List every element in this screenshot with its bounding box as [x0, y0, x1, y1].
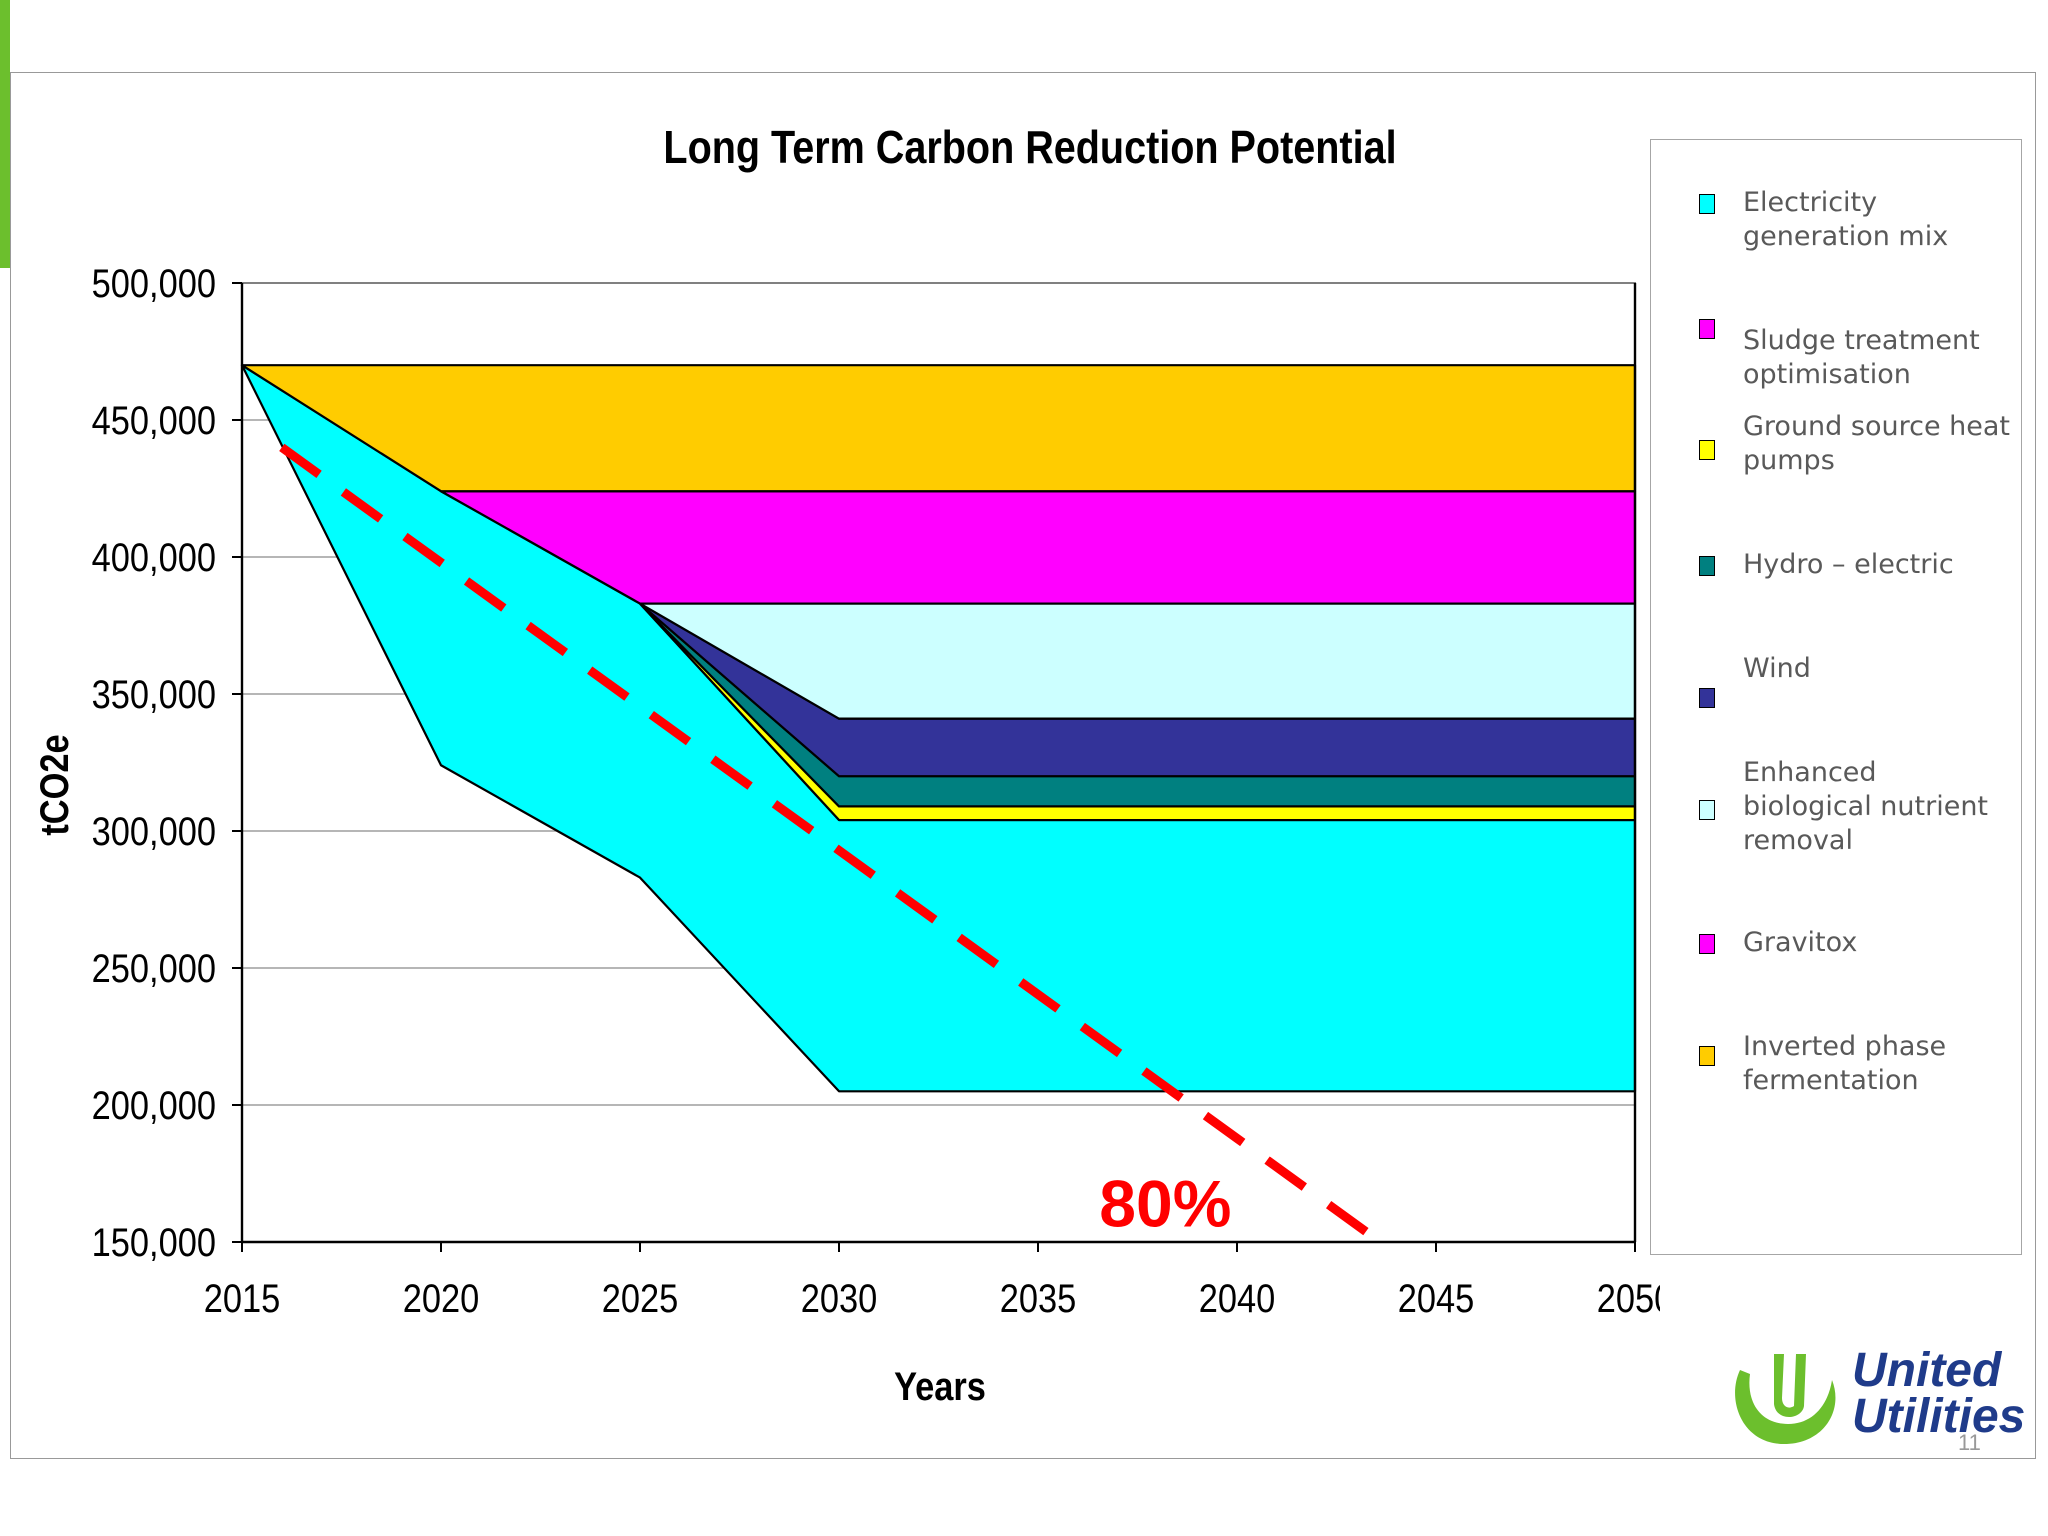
y-tick-label: 150,000 — [92, 1220, 216, 1265]
x-tick-label: 2040 — [1199, 1276, 1276, 1321]
page-number: 11 — [1958, 1430, 1981, 1455]
chart-areas — [240, 364, 1637, 1093]
chart-title: Long Term Carbon Reduction Potential — [663, 122, 1396, 173]
legend-swatch — [1699, 1046, 1715, 1066]
chart: 150,000 200,000 250,000 300,000 350,000 400,0… — [32, 122, 1660, 1409]
legend-label: Electricity generation mix — [1743, 187, 1949, 252]
legend-swatch — [1699, 934, 1715, 954]
legend: Electricity generation mix Sludge treatm… — [1650, 139, 2022, 1255]
area-sludge-treatment-optimisation — [439, 490, 1637, 605]
x-tick-label: 2045 — [1398, 1276, 1475, 1321]
legend-swatch — [1699, 194, 1715, 214]
legend-swatch — [1699, 440, 1715, 460]
legend-label: Ground source heat pumps — [1743, 411, 2010, 476]
legend-item-wind: Wind — [1699, 652, 2013, 708]
tick-labels: 150,000 200,000 250,000 300,000 350,000 400,0… — [92, 261, 1660, 1321]
y-tick-label: 250,000 — [92, 946, 216, 991]
legend-label: Inverted phase fermentation — [1743, 1031, 1947, 1096]
y-tick-label: 300,000 — [92, 809, 216, 854]
logo-wordmark: United Utilities — [1852, 1344, 2026, 1443]
legend-item-electricity: Electricity generation mix — [1699, 186, 2013, 254]
legend-swatch — [1699, 688, 1715, 708]
legend-swatch — [1699, 319, 1715, 339]
x-tick-label: 2035 — [1000, 1276, 1077, 1321]
y-tick-label: 350,000 — [92, 672, 216, 717]
legend-item-gravitox: Gravitox — [1699, 926, 2013, 960]
x-axis-label: Years — [894, 1364, 986, 1409]
area-inverted-phase-fermentation — [240, 364, 1637, 493]
x-tick-label: 2025 — [602, 1276, 679, 1321]
united-utilities-logo — [1735, 1354, 1836, 1444]
legend-label: Wind — [1743, 653, 1811, 684]
legend-swatch — [1699, 556, 1715, 576]
y-tick-label: 450,000 — [92, 398, 216, 443]
legend-swatch — [1699, 800, 1715, 820]
logo-line-1: United — [1852, 1344, 2002, 1397]
x-tick-label: 2015 — [204, 1276, 281, 1321]
legend-item-ebnr: Enhanced biological nutrient removal — [1699, 756, 2013, 858]
y-tick-label: 200,000 — [92, 1083, 216, 1128]
x-tick-label: 2050 — [1597, 1276, 1660, 1321]
legend-item-sludge: Sludge treatment optimisation — [1699, 319, 2013, 392]
y-tick-label: 500,000 — [92, 261, 216, 306]
reduction-annotation: 80% — [1099, 1167, 1231, 1241]
accent-bar — [0, 0, 10, 268]
legend-label: Sludge treatment optimisation — [1743, 325, 1980, 390]
legend-item-ground-source: Ground source heat pumps — [1699, 410, 2013, 478]
legend-label: Hydro – electric — [1743, 549, 1954, 580]
logo-mark-icon — [1735, 1354, 1836, 1444]
x-tick-label: 2020 — [403, 1276, 480, 1321]
legend-item-hydro: Hydro – electric — [1699, 548, 2013, 582]
legend-label: Enhanced biological nutrient removal — [1743, 757, 1989, 856]
y-axis-label: tCO2e — [32, 734, 77, 835]
axes — [240, 282, 1637, 1244]
logo-line-2: Utilities — [1852, 1390, 2026, 1443]
legend-label: Gravitox — [1743, 927, 1858, 958]
y-tick-label: 400,000 — [92, 535, 216, 580]
legend-item-ipf: Inverted phase fermentation — [1699, 1030, 2013, 1098]
x-tick-label: 2030 — [801, 1276, 878, 1321]
